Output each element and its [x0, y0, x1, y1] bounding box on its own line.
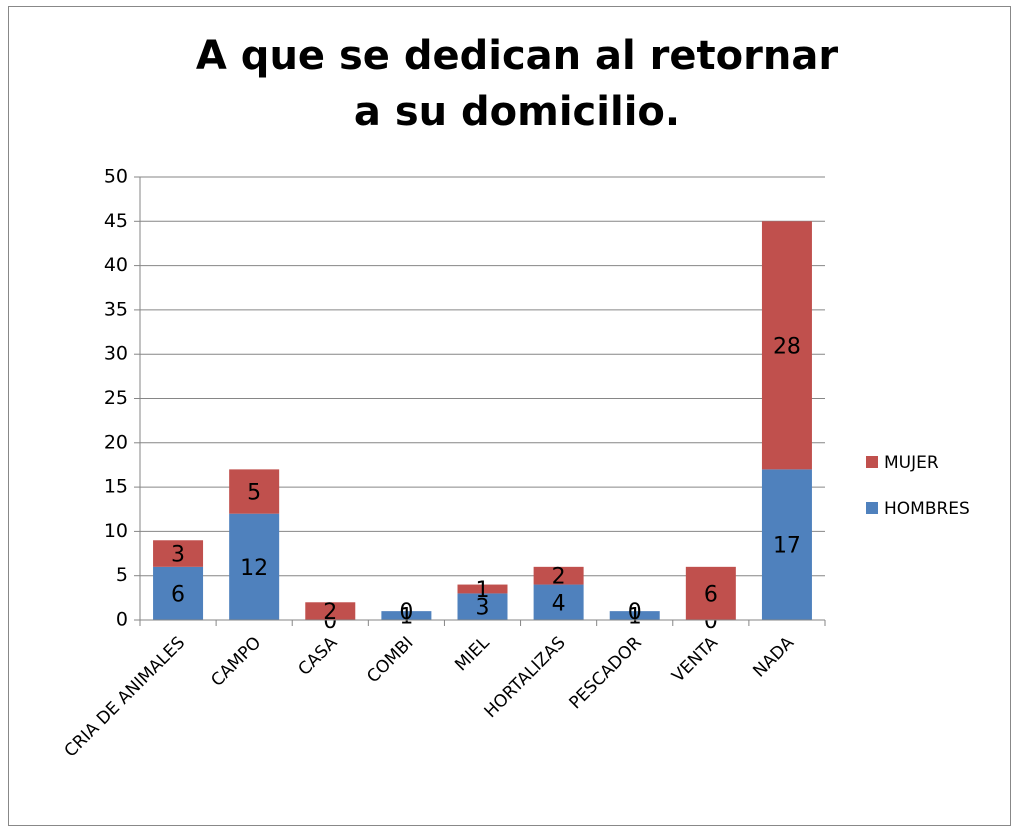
data-label: 2: [552, 565, 566, 590]
x-tick-label: CRIA DE ANIMALES: [61, 633, 189, 761]
x-tick-label: VENTA: [668, 633, 722, 687]
x-tick-label: CASA: [295, 633, 342, 680]
y-tick-label: 50: [104, 166, 128, 188]
data-label: 6: [704, 582, 718, 607]
bar-segment: [685, 566, 736, 620]
bar-segment: [153, 566, 204, 620]
chart-title: A que se dedican al retornar a su domici…: [195, 33, 839, 135]
bar-segment: [305, 602, 356, 620]
y-tick-label: 45: [104, 210, 128, 232]
bar-segment: [533, 566, 584, 585]
x-tick-label: HORTALIZAS: [481, 633, 570, 722]
bar-segment: [457, 593, 508, 620]
bar-segment: [761, 221, 812, 470]
y-tick-label: 5: [116, 564, 128, 586]
bar-segment: [761, 469, 812, 620]
y-tick-label: 25: [104, 387, 128, 409]
bar-segment: [229, 469, 280, 514]
y-tick-label: 15: [104, 476, 128, 498]
data-label: 12: [240, 556, 268, 581]
x-tick-label: CAMPO: [207, 633, 265, 691]
bar-segment: [609, 611, 660, 620]
legend-swatch: [866, 502, 878, 514]
legend-label: MUJER: [884, 453, 939, 473]
bar-segment: [381, 611, 432, 620]
bar-segment: [457, 584, 508, 594]
data-label: 2: [323, 600, 337, 625]
y-tick-label: 0: [116, 609, 128, 631]
data-label: 3: [171, 543, 185, 568]
y-tick-label: 20: [104, 431, 128, 453]
data-label: 1: [628, 605, 642, 630]
bar-segment: [153, 540, 204, 567]
data-label: 0: [399, 600, 413, 625]
y-tick-label: 30: [104, 343, 128, 365]
data-label: 5: [247, 481, 261, 506]
data-label: 28: [773, 334, 801, 359]
y-tick-label: 35: [104, 298, 128, 320]
data-label: 4: [552, 591, 566, 616]
y-tick-label: 40: [104, 254, 128, 276]
legend-swatch: [866, 456, 878, 468]
y-tick-label: 10: [104, 520, 128, 542]
data-label: 6: [171, 582, 185, 607]
data-label: 1: [399, 605, 413, 630]
data-label: 3: [476, 596, 490, 621]
x-tick-label: MIEL: [451, 633, 494, 676]
bar-segment: [229, 513, 280, 620]
data-label: 17: [773, 534, 801, 559]
data-label: 0: [628, 600, 642, 625]
x-tick-label: PESCADOR: [565, 633, 645, 713]
bar-segment: [533, 584, 584, 620]
legend-label: HOMBRES: [884, 499, 970, 519]
x-tick-label: NADA: [749, 633, 798, 682]
data-label: 1: [476, 578, 490, 603]
x-tick-label: COMBI: [363, 633, 417, 687]
